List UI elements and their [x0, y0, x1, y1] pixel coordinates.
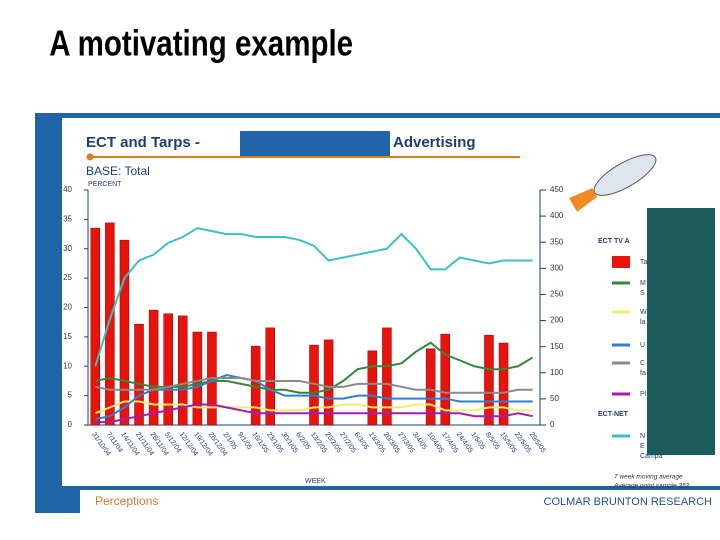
line — [94, 400, 533, 415]
bar — [367, 350, 378, 426]
footnote: 7 week moving average — [614, 474, 683, 481]
legend-swatch — [612, 256, 630, 268]
y2-tick-label: 150 — [550, 342, 564, 351]
footer-bar — [80, 490, 720, 513]
y2-tick-label: 300 — [550, 263, 564, 272]
legend-fragment: E — [640, 443, 645, 450]
y-tick-label: 5 — [68, 391, 73, 400]
bar — [134, 323, 144, 426]
y2-tick-label: 350 — [550, 237, 564, 246]
y2-tick-label: 50 — [550, 394, 559, 403]
redaction — [240, 131, 390, 156]
y2-tick-label: 400 — [550, 211, 564, 220]
legend-label: W — [640, 309, 647, 316]
bar — [148, 309, 159, 426]
legend-fragment: la — [640, 319, 646, 326]
legend-fragment: fa — [640, 370, 646, 377]
legend-label: U — [640, 342, 645, 349]
bar — [440, 333, 450, 426]
legend-label: Ta — [640, 259, 648, 266]
bar — [382, 327, 392, 426]
footer-right: COLMAR BRUNTON RESEARCH — [544, 496, 713, 508]
line — [94, 227, 533, 367]
bar — [163, 313, 173, 426]
y-tick-label: 25 — [63, 273, 72, 282]
y2-tick-label: 250 — [550, 290, 564, 299]
y-tick-label: 10 — [63, 361, 72, 370]
y-tick-label: 0 — [68, 420, 73, 429]
legend-label: M — [640, 280, 646, 287]
chart-title-end: Advertising — [393, 134, 476, 151]
y-tick-label: 30 — [63, 244, 72, 253]
y2-tick-label: 450 — [550, 185, 564, 194]
rocket — [569, 154, 657, 212]
legend-label: N — [640, 433, 645, 440]
cover — [647, 208, 715, 455]
footnote: Average point sample 352 — [613, 483, 690, 490]
x-axis-label: WEEK — [305, 478, 326, 485]
legend-fragment: S — [640, 290, 645, 297]
y2-tick-label: 100 — [550, 368, 564, 377]
legend-fragment: Campa — [640, 453, 663, 460]
bar — [105, 222, 115, 426]
legend-heading: ECT-NET — [598, 411, 629, 418]
line — [95, 374, 533, 421]
legend-label: C — [640, 360, 645, 367]
legend-swatch — [612, 392, 630, 396]
bar — [498, 342, 509, 426]
bar — [178, 315, 188, 426]
y-tick-label: 15 — [63, 332, 72, 341]
legend-swatch — [612, 310, 630, 314]
legend-swatch — [612, 434, 630, 438]
legend-swatch — [612, 281, 630, 285]
legend-heading: ECT TV A — [598, 238, 630, 245]
legend-swatch — [612, 343, 630, 347]
slide-title: A motivating example — [49, 23, 353, 63]
line — [95, 403, 533, 424]
legend-swatch — [612, 361, 630, 365]
bar — [119, 239, 130, 426]
bullet — [86, 153, 94, 161]
chart-title: ECT and Tarps - — [86, 134, 200, 151]
subtitle: BASE: Total — [86, 164, 150, 178]
y-axis-label: PERCENT — [88, 181, 122, 188]
y-tick-label: 20 — [63, 303, 72, 312]
bar — [484, 334, 494, 426]
y2-tick-label: 0 — [550, 420, 555, 429]
bar — [425, 348, 436, 426]
bar — [265, 327, 276, 426]
y-tick-label: 40 — [63, 185, 72, 194]
y-tick-label: 35 — [63, 214, 72, 223]
y2-tick-label: 200 — [550, 316, 564, 325]
line — [95, 377, 533, 394]
bar — [323, 339, 334, 426]
footer-left: Perceptions — [95, 494, 158, 508]
legend-label: Pl — [640, 391, 647, 398]
bar — [90, 227, 101, 426]
bar — [192, 331, 203, 426]
